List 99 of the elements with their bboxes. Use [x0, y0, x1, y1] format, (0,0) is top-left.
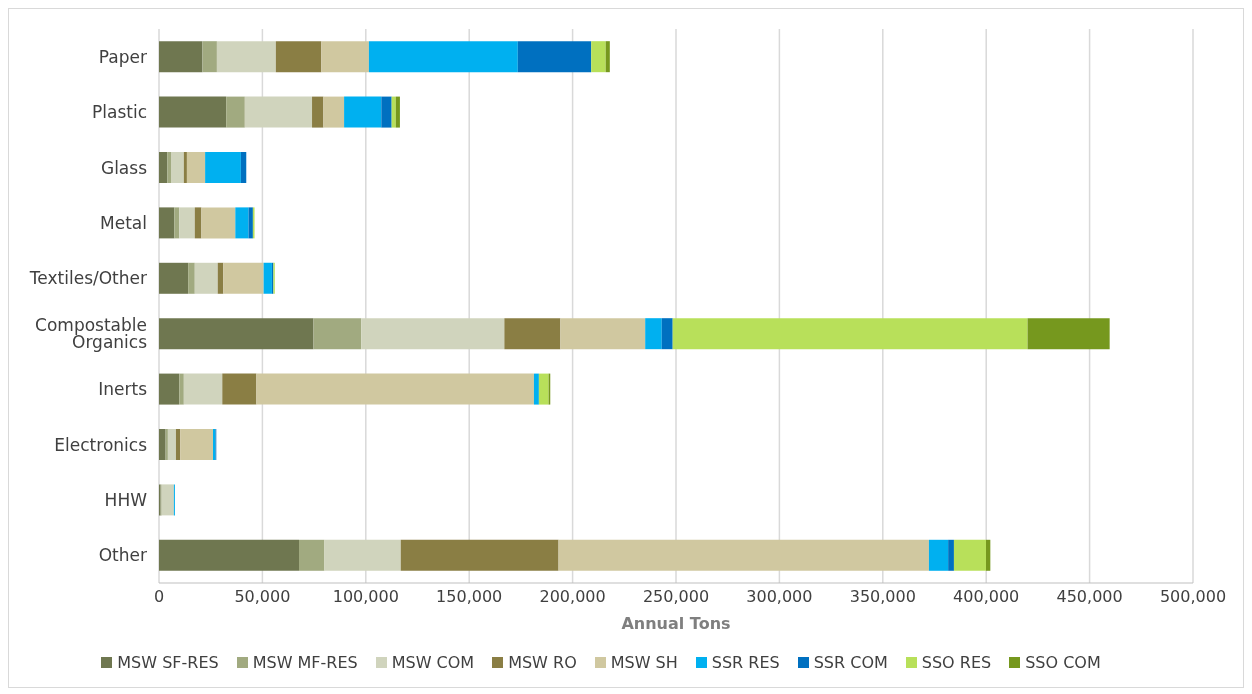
bar — [661, 318, 673, 350]
bar — [275, 41, 322, 73]
bar — [395, 96, 400, 128]
bar — [179, 373, 184, 405]
bar — [217, 262, 224, 294]
bar — [361, 318, 505, 350]
bar — [194, 207, 202, 239]
legend-label: MSW COM — [390, 653, 475, 672]
bar — [504, 318, 561, 350]
x-tick-label: 100,000 — [332, 587, 399, 607]
bar — [312, 96, 324, 128]
bar — [533, 373, 539, 405]
bar — [159, 262, 189, 294]
bar — [159, 318, 314, 350]
bar — [560, 318, 646, 350]
y-tick-label: Inerts — [98, 379, 148, 400]
x-tick-label: 50,000 — [234, 587, 291, 607]
legend-label: SSR RES — [710, 653, 780, 672]
bar — [175, 428, 181, 460]
bar — [256, 373, 534, 405]
bar — [299, 539, 325, 571]
bar — [558, 539, 929, 571]
bar — [202, 41, 217, 73]
bar — [324, 539, 401, 571]
bar — [323, 96, 345, 128]
bar — [205, 151, 241, 183]
x-tick-label: 400,000 — [953, 587, 1020, 607]
bar — [222, 373, 257, 405]
x-tick-label: 450,000 — [1056, 587, 1123, 607]
bar — [244, 96, 313, 128]
bar — [161, 484, 174, 516]
bar — [517, 41, 592, 73]
y-tick-label: HHW — [104, 489, 148, 510]
y-tick-label: Other — [98, 545, 147, 566]
bar — [538, 373, 549, 405]
bar — [985, 539, 991, 571]
bar — [188, 262, 195, 294]
bar — [183, 151, 187, 183]
bar — [313, 318, 362, 350]
y-tick-label: Compostable Organics — [35, 315, 148, 353]
bar — [226, 96, 245, 128]
y-tick-label: Glass — [100, 157, 148, 178]
bar — [174, 207, 180, 239]
bar — [223, 262, 264, 294]
bar — [183, 373, 223, 405]
legend-label: SSO COM — [1024, 653, 1101, 672]
bar — [344, 96, 382, 128]
bar — [159, 207, 175, 239]
bar — [194, 262, 218, 294]
legend-label: MSW RO — [507, 653, 577, 672]
y-tick-label: Electronics — [54, 434, 148, 455]
bar — [605, 41, 610, 73]
x-tick-label: 500,000 — [1159, 587, 1227, 607]
bar — [400, 539, 559, 571]
bar — [159, 539, 299, 571]
bar — [948, 539, 954, 571]
x-tick-label: 250,000 — [642, 587, 710, 607]
bar — [159, 428, 166, 460]
bar — [167, 428, 176, 460]
legend-label: MSW MF-RES — [251, 653, 358, 672]
bar — [240, 151, 247, 183]
bar — [672, 318, 1028, 350]
bar — [179, 207, 195, 239]
bar — [235, 207, 249, 239]
x-tick-label: 350,000 — [849, 587, 916, 607]
x-axis-title: Annual Tons — [621, 614, 731, 633]
bar — [263, 262, 272, 294]
legend-label: SSO RES — [920, 653, 992, 672]
x-tick-label: 0 — [153, 587, 165, 607]
bar — [953, 539, 986, 571]
bar — [159, 96, 227, 128]
bar — [159, 151, 168, 183]
bar — [186, 151, 206, 183]
bar — [321, 41, 369, 73]
y-tick-label: Textiles/Other — [28, 268, 148, 289]
bar — [391, 96, 396, 128]
bar — [216, 41, 276, 73]
legend-label: MSW SF-RES — [116, 653, 219, 672]
bar — [159, 373, 180, 405]
y-tick-label: Plastic — [92, 102, 147, 123]
x-tick-label: 150,000 — [436, 587, 503, 607]
bar — [928, 539, 949, 571]
y-tick-label: Paper — [98, 46, 147, 67]
bar — [591, 41, 606, 73]
x-tick-label: 300,000 — [746, 587, 813, 607]
legend-label: MSW SH — [609, 653, 678, 672]
x-tick-label: 200,000 — [539, 587, 606, 607]
legend-label: SSR COM — [812, 653, 888, 672]
bar — [368, 41, 518, 73]
y-tick-label: Metal — [100, 212, 147, 233]
bar — [167, 151, 171, 183]
bar — [180, 428, 213, 460]
bar — [159, 41, 203, 73]
bar — [1027, 318, 1110, 350]
bar — [645, 318, 662, 350]
bar — [201, 207, 236, 239]
bar — [248, 207, 253, 239]
bar — [381, 96, 392, 128]
bar — [170, 151, 184, 183]
